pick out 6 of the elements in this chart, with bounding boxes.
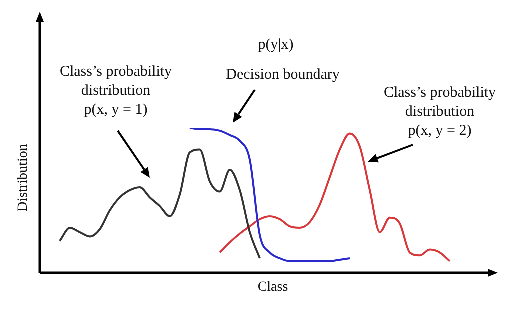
text: Decision boundary: [225, 66, 341, 85]
x-axis-title: Class: [256, 280, 290, 296]
text: p(y|x): [257, 36, 295, 55]
text: Class’s probability distribution p(x, y = 1): [58, 63, 174, 120]
annotation: Class’s probability distribution p(x, y = 2): [382, 84, 498, 141]
y-axis-title: Distribution: [16, 144, 32, 212]
